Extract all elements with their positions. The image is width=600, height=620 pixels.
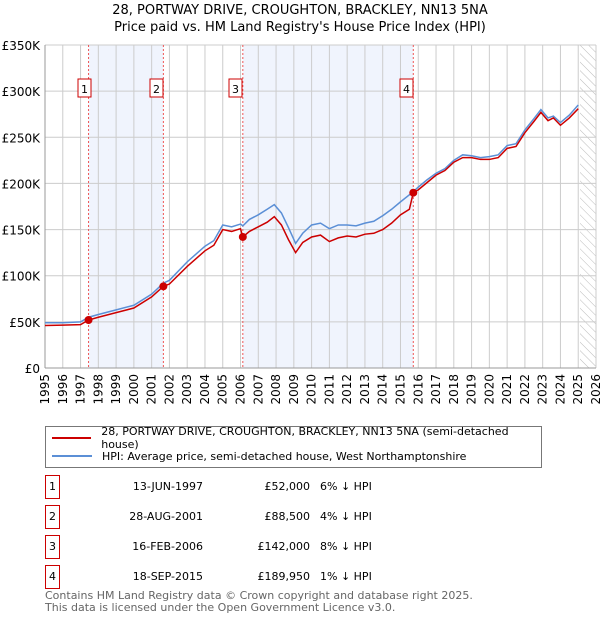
legend-swatch-property [52,437,92,439]
legend-property: 28, PORTWAY DRIVE, CROUGHTON, BRACKLEY, … [101,425,509,451]
x-tick-label: 2009 [287,374,301,405]
transaction-row: 4 18-SEP-2015 £189,950 1% ↓ HPI [45,565,445,589]
transaction-hpi-diff: 6% ↓ HPI [320,480,372,493]
x-tick-label: 1995 [38,374,52,405]
transaction-row: 2 28-AUG-2001 £88,500 4% ↓ HPI [45,505,445,529]
x-tick-label: 2003 [180,374,194,405]
y-tick-label: £200K [2,177,42,191]
x-tick-label: 2020 [482,374,496,405]
y-tick-label: £50K [9,316,41,330]
sale-label-box [399,78,414,98]
y-tick-label: £0 [25,362,40,376]
x-tick-label: 2007 [251,374,265,405]
legend: 28, PORTWAY DRIVE, CROUGHTON, BRACKLEY, … [45,425,542,468]
x-tick-label: 2008 [269,374,283,405]
x-tick-label: 1996 [56,374,70,405]
transaction-number: 4 [45,565,60,589]
x-tick-label: 2017 [429,374,443,405]
x-tick-label: 2021 [500,374,514,405]
y-tick-label: £250K [2,131,42,145]
transaction-hpi-diff: 1% ↓ HPI [320,570,372,583]
y-tick-label: £100K [2,270,42,284]
x-tick-label: 2013 [358,374,372,405]
transaction-hpi-diff: 4% ↓ HPI [320,510,372,523]
sale-label-box [77,78,92,98]
chart-subtitle: Price paid vs. HM Land Registry's House … [114,20,486,35]
property-price-line [44,108,579,327]
x-tick-label: 2012 [340,374,354,405]
sale-label: 3 [232,83,239,96]
transaction-date: 18-SEP-2015 [132,570,203,583]
sale-label: 1 [81,83,88,96]
footer: Contains HM Land Registry data © Crown c… [45,589,473,614]
transaction-hpi-diff: 8% ↓ HPI [320,540,372,553]
x-tick-label: 2000 [127,374,141,405]
x-tick-label: 1998 [91,374,105,405]
x-tick-label: 2006 [234,374,248,405]
sale-point [409,188,418,197]
x-tick-label: 2001 [145,374,159,405]
sale-label: 4 [403,83,410,96]
x-tick-label: 1997 [74,374,88,405]
x-tick-label: 2016 [411,374,425,405]
sale-label-box [149,78,164,98]
sale-point [159,282,168,291]
transaction-row: 1 13-JUN-1997 £52,000 6% ↓ HPI [45,475,445,499]
transaction-price: £88,500 [264,510,311,523]
x-tick-label: 2025 [571,374,585,405]
x-tick-label: 2010 [305,374,319,405]
sale-label: 2 [153,83,160,96]
hpi-line [45,104,579,324]
transaction-date: 28-AUG-2001 [129,510,203,523]
x-tick-label: 2019 [465,374,479,405]
transaction-date: 13-JUN-1997 [132,480,203,493]
transaction-number: 3 [45,535,60,559]
x-tick-label: 2018 [447,374,461,405]
x-tick-label: 2024 [553,374,567,405]
x-tick-label: 1999 [109,374,123,405]
y-tick-label: £350K [2,39,42,53]
x-tick-label: 2015 [393,374,407,405]
x-tick-label: 2022 [518,374,532,405]
x-tick-label: 2005 [216,374,230,405]
x-tick-label: 2011 [322,374,336,405]
x-tick-label: 2026 [589,374,600,405]
legend-hpi: HPI: Average price, semi-detached house,… [102,449,467,463]
sale-point [84,316,93,325]
transaction-price: £142,000 [257,540,311,553]
sale-label-box [228,78,243,98]
future-hatch [580,45,596,368]
x-tick-label: 2002 [162,374,176,405]
legend-swatch-hpi [52,455,92,457]
transaction-date: 16-FEB-2006 [132,540,203,553]
transaction-price: £189,950 [257,570,311,583]
y-tick-label: £300K [2,85,42,99]
chart-title: 28, PORTWAY DRIVE, CROUGHTON, BRACKLEY, … [112,3,488,18]
x-tick-label: 2023 [536,374,550,405]
transaction-price: £52,000 [264,480,311,493]
x-tick-label: 2014 [376,374,390,405]
sale-point [238,232,247,241]
transaction-number: 2 [45,505,60,529]
transaction-number: 1 [45,475,60,499]
transaction-row: 3 16-FEB-2006 £142,000 8% ↓ HPI [45,535,445,559]
x-tick-label: 2004 [198,374,212,405]
y-tick-label: £150K [2,224,42,238]
shaded-band [242,45,414,368]
price-chart: £0 £50K £100K £150K £200K £250K £300K £350K 1995… [2,39,600,405]
